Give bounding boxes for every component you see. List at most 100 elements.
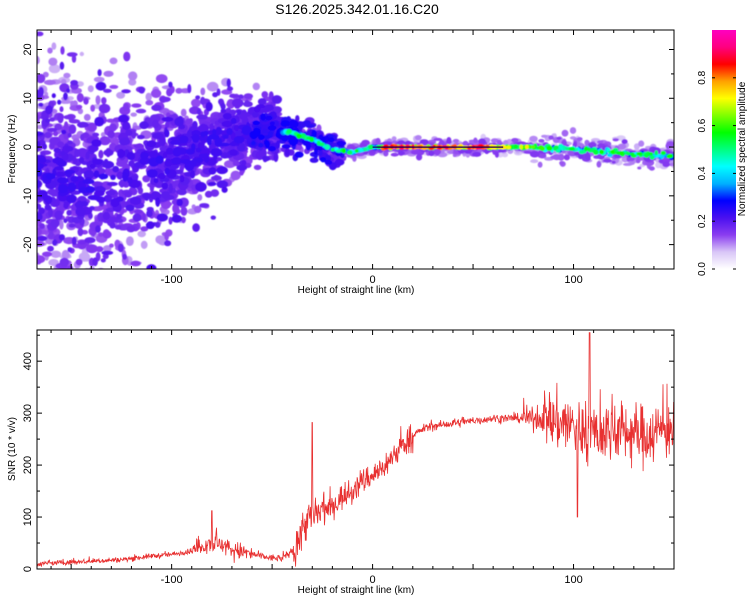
spectral-blob xyxy=(66,88,71,93)
spectral-blob xyxy=(123,51,131,62)
spectral-blob xyxy=(48,259,59,266)
spectral-blob xyxy=(196,114,208,120)
spectral-blob xyxy=(289,119,299,128)
spectral-blob xyxy=(548,135,554,140)
spectral-blob xyxy=(109,57,118,65)
spectral-blob xyxy=(267,146,277,152)
spectral-blob xyxy=(575,142,585,148)
spectral-blob xyxy=(416,153,423,161)
spectral-blob xyxy=(77,147,89,158)
colorbar-tick-label: 0.4 xyxy=(697,166,708,180)
spectral-blob xyxy=(130,260,141,267)
spectral-blob xyxy=(231,98,244,108)
spectral-blob xyxy=(78,240,87,245)
spectral-blob xyxy=(207,134,220,140)
spectral-blob xyxy=(125,129,133,137)
spectral-blob xyxy=(94,116,105,127)
spectral-blob xyxy=(66,194,77,204)
spectral-blob xyxy=(554,145,559,150)
spectral-blob xyxy=(89,163,96,169)
spectral-blob xyxy=(37,131,44,136)
spectral-blob xyxy=(45,118,51,123)
spectral-blob xyxy=(106,181,118,187)
spectral-blob xyxy=(458,148,464,154)
spectral-blob xyxy=(105,190,116,196)
spectral-blob xyxy=(262,155,271,162)
spectral-blob xyxy=(93,273,99,281)
y-tick-label: 200 xyxy=(22,456,34,474)
spectral-blob xyxy=(38,102,44,107)
spectral-blob xyxy=(59,219,64,230)
spectral-blob xyxy=(142,175,151,183)
spectral-blob xyxy=(296,133,302,139)
spectral-blob xyxy=(155,235,165,244)
colorbar-tick-label: 0.0 xyxy=(697,262,708,276)
spectral-blob xyxy=(92,159,103,165)
spectral-blob xyxy=(271,95,282,104)
spectral-blob xyxy=(496,139,502,145)
spectral-blob xyxy=(122,253,127,260)
spectral-blob xyxy=(286,128,293,134)
spectral-blob xyxy=(511,138,519,143)
spectral-blob xyxy=(397,140,406,146)
x-tick-label: 100 xyxy=(564,274,582,286)
spectral-blob xyxy=(410,149,420,155)
spectral-blob xyxy=(70,80,79,86)
spectral-blob xyxy=(95,225,101,233)
spectral-blob xyxy=(419,139,429,145)
spectral-blob xyxy=(109,123,117,132)
spectral-blob xyxy=(654,150,659,156)
spectral-blob xyxy=(556,136,562,140)
spectral-blob xyxy=(220,108,227,114)
spectral-blob xyxy=(120,163,129,168)
spectral-blob xyxy=(68,273,77,279)
spectral-blob xyxy=(103,245,112,253)
spectral-blob xyxy=(149,183,155,193)
spectral-blob xyxy=(54,279,61,288)
spectral-blob xyxy=(168,81,173,88)
spectral-blob xyxy=(108,216,119,222)
spectral-blob xyxy=(42,322,52,326)
spectral-blob xyxy=(121,89,131,94)
spectral-blob xyxy=(220,152,230,159)
spectral-blob xyxy=(258,134,265,141)
spectral-blob xyxy=(529,150,540,158)
spectral-blob xyxy=(97,69,102,77)
spectral-blob xyxy=(569,127,577,134)
spectral-blob xyxy=(256,104,266,109)
spectral-blob xyxy=(45,173,56,180)
spectral-blob xyxy=(52,239,58,246)
spectral-blob xyxy=(126,225,136,233)
spectral-blob xyxy=(127,177,133,184)
spectral-blob xyxy=(59,61,65,70)
spectral-blob xyxy=(38,207,45,215)
spectral-blob xyxy=(398,151,406,156)
spectral-blob xyxy=(59,257,70,267)
y-tick-label: -10 xyxy=(22,188,34,204)
spectral-blob xyxy=(267,125,277,131)
spectral-blob xyxy=(618,151,624,156)
spectral-blob xyxy=(524,144,529,150)
spectral-blob xyxy=(129,196,142,205)
spectral-blob xyxy=(324,144,331,150)
spectral-blob xyxy=(66,52,78,57)
spectral-blob xyxy=(195,95,201,100)
spectral-blob xyxy=(63,92,68,101)
spectral-blob xyxy=(168,183,173,193)
spectral-blob xyxy=(252,111,259,118)
spectral-blob xyxy=(168,216,173,225)
spectral-blob xyxy=(222,112,232,120)
spectral-blob xyxy=(166,88,173,97)
spectrogram-frame xyxy=(36,29,675,270)
spectral-blob xyxy=(98,103,111,114)
spectral-blob xyxy=(52,274,57,282)
spectral-blob xyxy=(197,194,203,201)
spectral-blob xyxy=(513,144,518,149)
spectral-blob xyxy=(662,161,670,168)
spectral-blob xyxy=(84,237,96,244)
spectral-blob xyxy=(188,118,193,124)
spectral-blob xyxy=(539,146,546,151)
spectral-blob xyxy=(598,149,605,155)
spectral-blob xyxy=(53,130,59,137)
snr-y-axis-label: SNR (10 * v/v) xyxy=(7,417,18,481)
